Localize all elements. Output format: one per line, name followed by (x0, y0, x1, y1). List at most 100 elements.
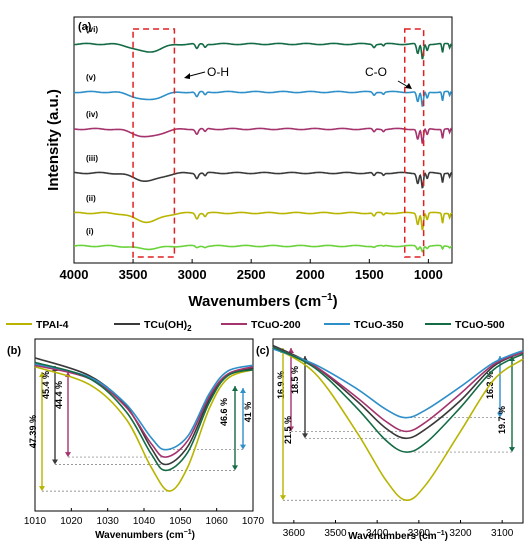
legend-entry: TCu(OH)2 (144, 319, 192, 333)
a-tick-label: 3500 (119, 267, 148, 282)
panel-a-x-ticks: 4000 3500 3000 2500 2000 1500 1000 (60, 259, 443, 282)
zoom-tick-label: 3500 (324, 528, 347, 539)
depth-arrowhead (497, 412, 503, 418)
depth-arrowhead (39, 486, 45, 492)
depth-arrowhead (65, 452, 71, 458)
zoom-tick-label: 1070 (242, 516, 265, 527)
depth-arrowhead (280, 495, 286, 501)
panel-a-label: (a) (78, 21, 92, 33)
depth-label: 46.6 % (219, 398, 229, 426)
oh-annotation: O-H (207, 65, 229, 79)
zoom-tick-label: 3400 (366, 528, 389, 539)
panel-b-guides: 47.39 % 45.4 % 44.4 % 46.6 % 41 % (28, 366, 253, 492)
panel-a-x-label-end: ) (333, 293, 338, 310)
panel-c-x-ticks: 3600 3500 3400 3300 3200 3100 (283, 520, 514, 539)
depth-arrowhead (240, 444, 246, 450)
panel-c: (c) 16.9 % 18.5 %21.5 %16.3 %19.7 % 3600 3… (256, 338, 524, 542)
zoom-series-line (34, 366, 254, 492)
panel-b-x-label: Wavenumbers (cm−1) (95, 529, 195, 541)
panel-b: (b) 47.39 %45.4 % 44.4 %46.6 % 41 % 1010 10… (7, 338, 265, 541)
panel-a-x-label: Wavenumbers (cm−1) (188, 292, 337, 310)
zoom-series-line (272, 348, 524, 419)
depth-arrowhead (52, 459, 58, 465)
legend-entry: TCuO-500 (455, 319, 505, 331)
zoom-tick-label: 1030 (97, 516, 120, 527)
oh-arrowhead (184, 73, 190, 79)
a-tick-label: 2000 (296, 267, 325, 282)
a-series-line (73, 244, 452, 253)
depth-label: 44.4 % (54, 381, 64, 409)
depth-label: 19.7 % (497, 406, 507, 434)
legend-entry-sub: 2 (187, 324, 192, 333)
a-series-line (73, 127, 452, 144)
panel-a-y-label: Intensity (a.u.) (45, 89, 62, 191)
a-tick-label: 2500 (237, 267, 266, 282)
a-series-label: (vi) (86, 25, 98, 34)
depth-arrowhead (509, 447, 515, 453)
zoom-tick-label: 1060 (206, 516, 229, 527)
depth-arrowhead (39, 372, 45, 377)
zoom-tick-label: 1040 (133, 516, 156, 527)
legend: TPAI-4 TCu(OH)2 TCuO-200 TCuO-350 TCuO-500 (6, 319, 505, 333)
depth-label: 41 % (243, 402, 253, 423)
co-arrowhead (405, 83, 412, 89)
zoom-series-line (272, 346, 524, 453)
panel-c-label: (c) (256, 345, 270, 357)
panel-b-series (34, 357, 254, 492)
panel-c-frame (272, 338, 524, 524)
a-series-line (74, 42, 452, 60)
panel-c-series (272, 344, 524, 502)
a-tick-label: 1000 (414, 267, 443, 282)
panel-a-highlight-boxes (132, 28, 425, 258)
panel-c-x-label: Wavenumbers (cm−1) (348, 530, 448, 542)
co-annotation: C-O (365, 65, 387, 79)
panel-a-x-label-main: Wavenumbers (cm (188, 293, 321, 310)
panel-b-label: (b) (7, 345, 21, 357)
panel-c-x-label-end: ) (445, 531, 448, 542)
a-series-line (74, 211, 453, 231)
zoom-tick-label: 1050 (169, 516, 192, 527)
a-highlight-box (132, 28, 176, 258)
depth-arrowhead (232, 465, 238, 471)
zoom-series-line (34, 363, 254, 451)
depth-arrowhead (288, 426, 294, 432)
a-series-label: (iv) (86, 110, 98, 119)
depth-label: 16.9 % (276, 371, 286, 399)
depth-arrowhead (232, 386, 238, 391)
zoom-tick-label: 3200 (449, 528, 472, 539)
a-tick-label: 4000 (60, 267, 89, 282)
legend-entry: TCuO-350 (354, 319, 404, 331)
depth-arrowhead (302, 433, 308, 439)
legend-entry: TPAI-4 (36, 319, 69, 331)
panel-a-frame (73, 16, 453, 264)
panel-c-x-label-main: Wavenumbers (cm (348, 531, 437, 542)
zoom-tick-label: 1020 (60, 516, 83, 527)
zoom-series-line (272, 346, 524, 502)
depth-label: 45.4 % (41, 371, 51, 399)
zoom-series-line (34, 364, 254, 458)
depth-label: 47.39 % (28, 415, 38, 448)
a-series-label: (i) (86, 227, 94, 236)
panel-a-series-labels: (vi) (v) (iv) (iii) (ii) (i) (86, 25, 98, 236)
zoom-tick-label: 3600 (283, 528, 306, 539)
a-series-line (74, 171, 453, 189)
depth-arrowhead (240, 388, 246, 393)
panel-b-x-label-sup: −1 (184, 529, 192, 536)
panel-b-x-label-main: Wavenumbers (cm (95, 530, 184, 541)
zoom-tick-label: 1010 (24, 516, 47, 527)
zoom-tick-label: 3300 (408, 528, 431, 539)
panel-a-x-label-sup: −1 (321, 292, 333, 303)
a-series-label: (ii) (86, 194, 96, 203)
zoom-series-line (34, 361, 254, 472)
depth-label: 21.5 % (283, 416, 293, 444)
panel-c-x-label-sup: −1 (437, 530, 445, 537)
panel-b-x-label-end: ) (192, 530, 195, 541)
a-highlight-box (404, 28, 425, 258)
zoom-tick-label: 3100 (491, 528, 514, 539)
panel-b-x-ticks: 1010 1020 1030 1040 1050 1060 1070 (24, 508, 265, 527)
a-tick-label: 1500 (355, 267, 384, 282)
a-series-label: (iii) (86, 154, 98, 163)
zoom-series-line (272, 346, 524, 433)
panel-a: (a) (vi) (v) (iv) (iii) (ii) (i) 4000 3500 3000… (45, 16, 453, 310)
